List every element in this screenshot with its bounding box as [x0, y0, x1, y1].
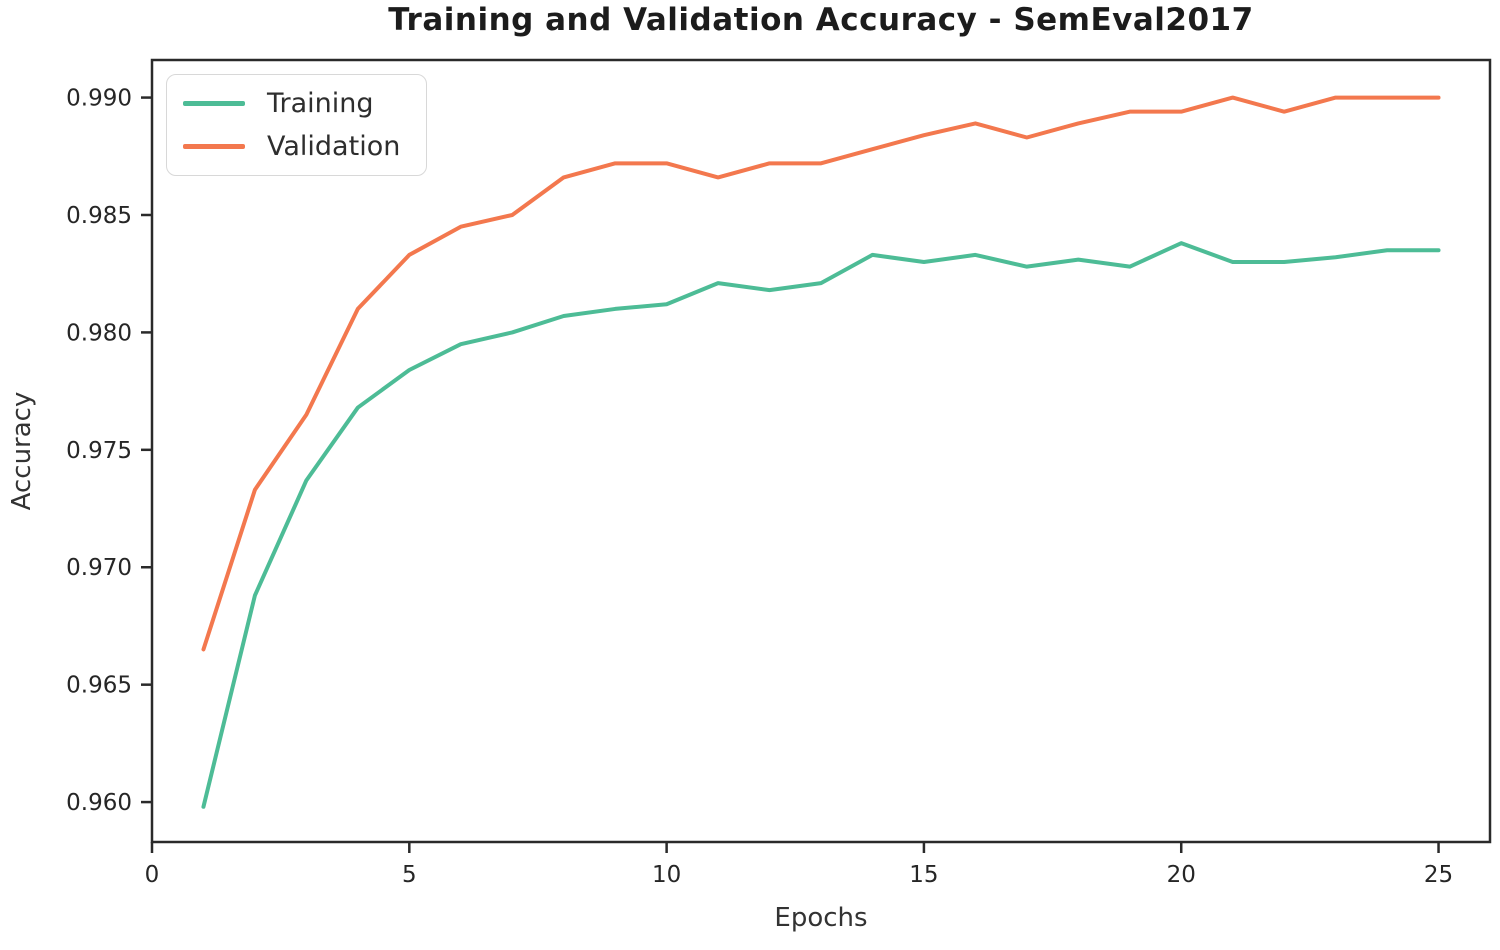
y-tick-label: 0.990 — [66, 86, 132, 112]
x-tick-label: 0 — [145, 862, 160, 888]
validation-line — [201, 95, 1441, 652]
x-tick-label: 5 — [402, 862, 417, 888]
x-axis-label: Epochs — [774, 903, 868, 933]
legend-item-training: Training — [183, 88, 400, 119]
legend-label-validation: Validation — [267, 131, 401, 163]
axes-frame — [150, 58, 1492, 844]
y-tick-label: 0.960 — [66, 790, 132, 816]
training-line — [201, 241, 1441, 809]
legend-item-validation: Validation — [183, 131, 400, 162]
legend: Training Validation — [166, 74, 428, 177]
y-tick-label: 0.980 — [66, 320, 132, 346]
validation-line-swatch — [183, 144, 245, 149]
y-tick-label: 0.970 — [66, 555, 132, 581]
x-tick-label: 10 — [652, 862, 681, 888]
x-tick-label: 20 — [1167, 862, 1196, 888]
y-tick-label: 0.975 — [66, 438, 132, 464]
y-axis-label: Accuracy — [7, 391, 37, 511]
x-tick-label: 25 — [1424, 862, 1453, 888]
chart-title: Training and Validation Accuracy - SemEv… — [388, 2, 1254, 38]
y-tick-label: 0.985 — [66, 203, 132, 229]
training-line-swatch — [183, 101, 245, 106]
legend-label-training: Training — [267, 88, 374, 119]
x-tick-label: 15 — [909, 862, 938, 888]
y-tick-label: 0.965 — [66, 673, 132, 699]
